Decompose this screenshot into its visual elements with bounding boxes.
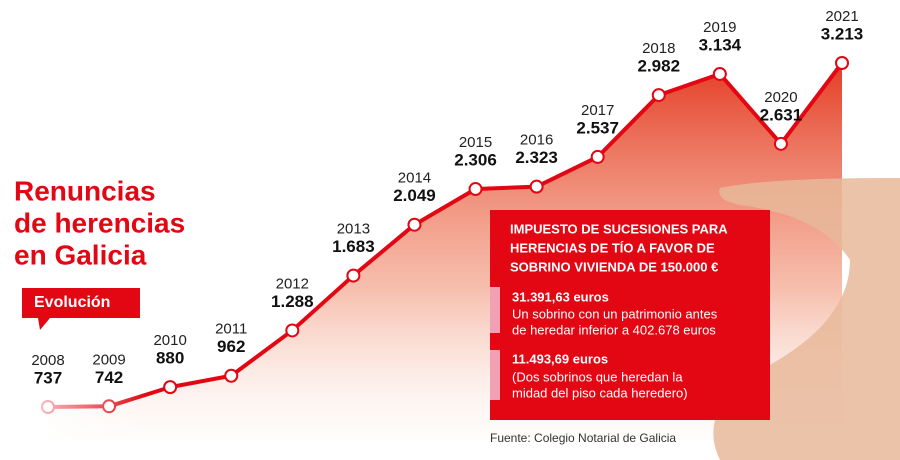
year-label: 2013 xyxy=(337,221,370,238)
value-label: 3.134 xyxy=(699,35,742,54)
value-label: 3.213 xyxy=(821,24,864,43)
info-box: IMPUESTO DE SUCESIONES PARA HERENCIAS DE… xyxy=(490,210,770,420)
value-label: 962 xyxy=(217,337,245,356)
point xyxy=(712,66,727,81)
year-label: 2016 xyxy=(520,132,553,149)
fade xyxy=(0,300,420,460)
value-label: 2.323 xyxy=(515,148,558,167)
year-label: 2010 xyxy=(153,332,186,349)
year-label: 2015 xyxy=(459,134,492,151)
badge: Evolución xyxy=(34,294,110,311)
value-label: 2.982 xyxy=(637,57,680,76)
item-text: midad del piso cada heredero) xyxy=(512,385,688,400)
item-text: de heredar inferior a 402.678 euros xyxy=(512,322,716,337)
box-title: HERENCIAS DE TÍO A FAVOR DE xyxy=(510,240,715,255)
badge-bg xyxy=(22,288,140,330)
point xyxy=(407,217,422,232)
year-label: 2017 xyxy=(581,102,614,119)
box-bg xyxy=(490,210,770,420)
title: en Galicia xyxy=(14,239,147,270)
point xyxy=(468,182,483,197)
source: Fuente: Colegio Notarial de Galicia xyxy=(490,431,676,445)
item-bar xyxy=(490,287,500,333)
box-title: IMPUESTO DE SUCESIONES PARA xyxy=(510,221,728,236)
point xyxy=(651,88,666,103)
value-label: 737 xyxy=(34,368,62,387)
amount: 11.493,69 euros xyxy=(512,351,608,366)
value-label: 1.683 xyxy=(332,237,375,256)
value-label: 742 xyxy=(95,368,123,387)
title: Renuncias xyxy=(14,175,156,206)
year-label: 2012 xyxy=(276,275,309,292)
year-label: 2021 xyxy=(825,8,858,25)
point xyxy=(590,149,605,164)
title: de herencias xyxy=(14,207,185,238)
value-label: 2.306 xyxy=(454,150,497,169)
year-label: 2020 xyxy=(764,89,797,106)
value-label: 1.288 xyxy=(271,292,314,311)
item-text: (Dos sobrinos que heredan la xyxy=(512,369,683,384)
year-label: 2018 xyxy=(642,40,675,57)
item-text: Un sobrino con un patrimonio antes xyxy=(512,306,718,321)
year-label: 2009 xyxy=(92,351,125,368)
year-label: 2011 xyxy=(215,321,247,338)
amount: 31.391,63 euros xyxy=(512,289,609,304)
point xyxy=(346,268,361,283)
value-label: 880 xyxy=(156,349,184,368)
year-label: 2008 xyxy=(31,352,64,369)
value-label: 2.049 xyxy=(393,186,436,205)
value-label: 2.631 xyxy=(760,105,803,124)
point xyxy=(835,56,849,70)
year-label: 2019 xyxy=(703,19,736,36)
year-label: 2014 xyxy=(398,170,431,187)
box-title: SOBRINO VIVIENDA DE 150.000 € xyxy=(510,259,718,274)
item-bar xyxy=(490,350,500,400)
point xyxy=(529,179,544,194)
value-label: 2.537 xyxy=(576,118,619,137)
point xyxy=(773,136,788,151)
